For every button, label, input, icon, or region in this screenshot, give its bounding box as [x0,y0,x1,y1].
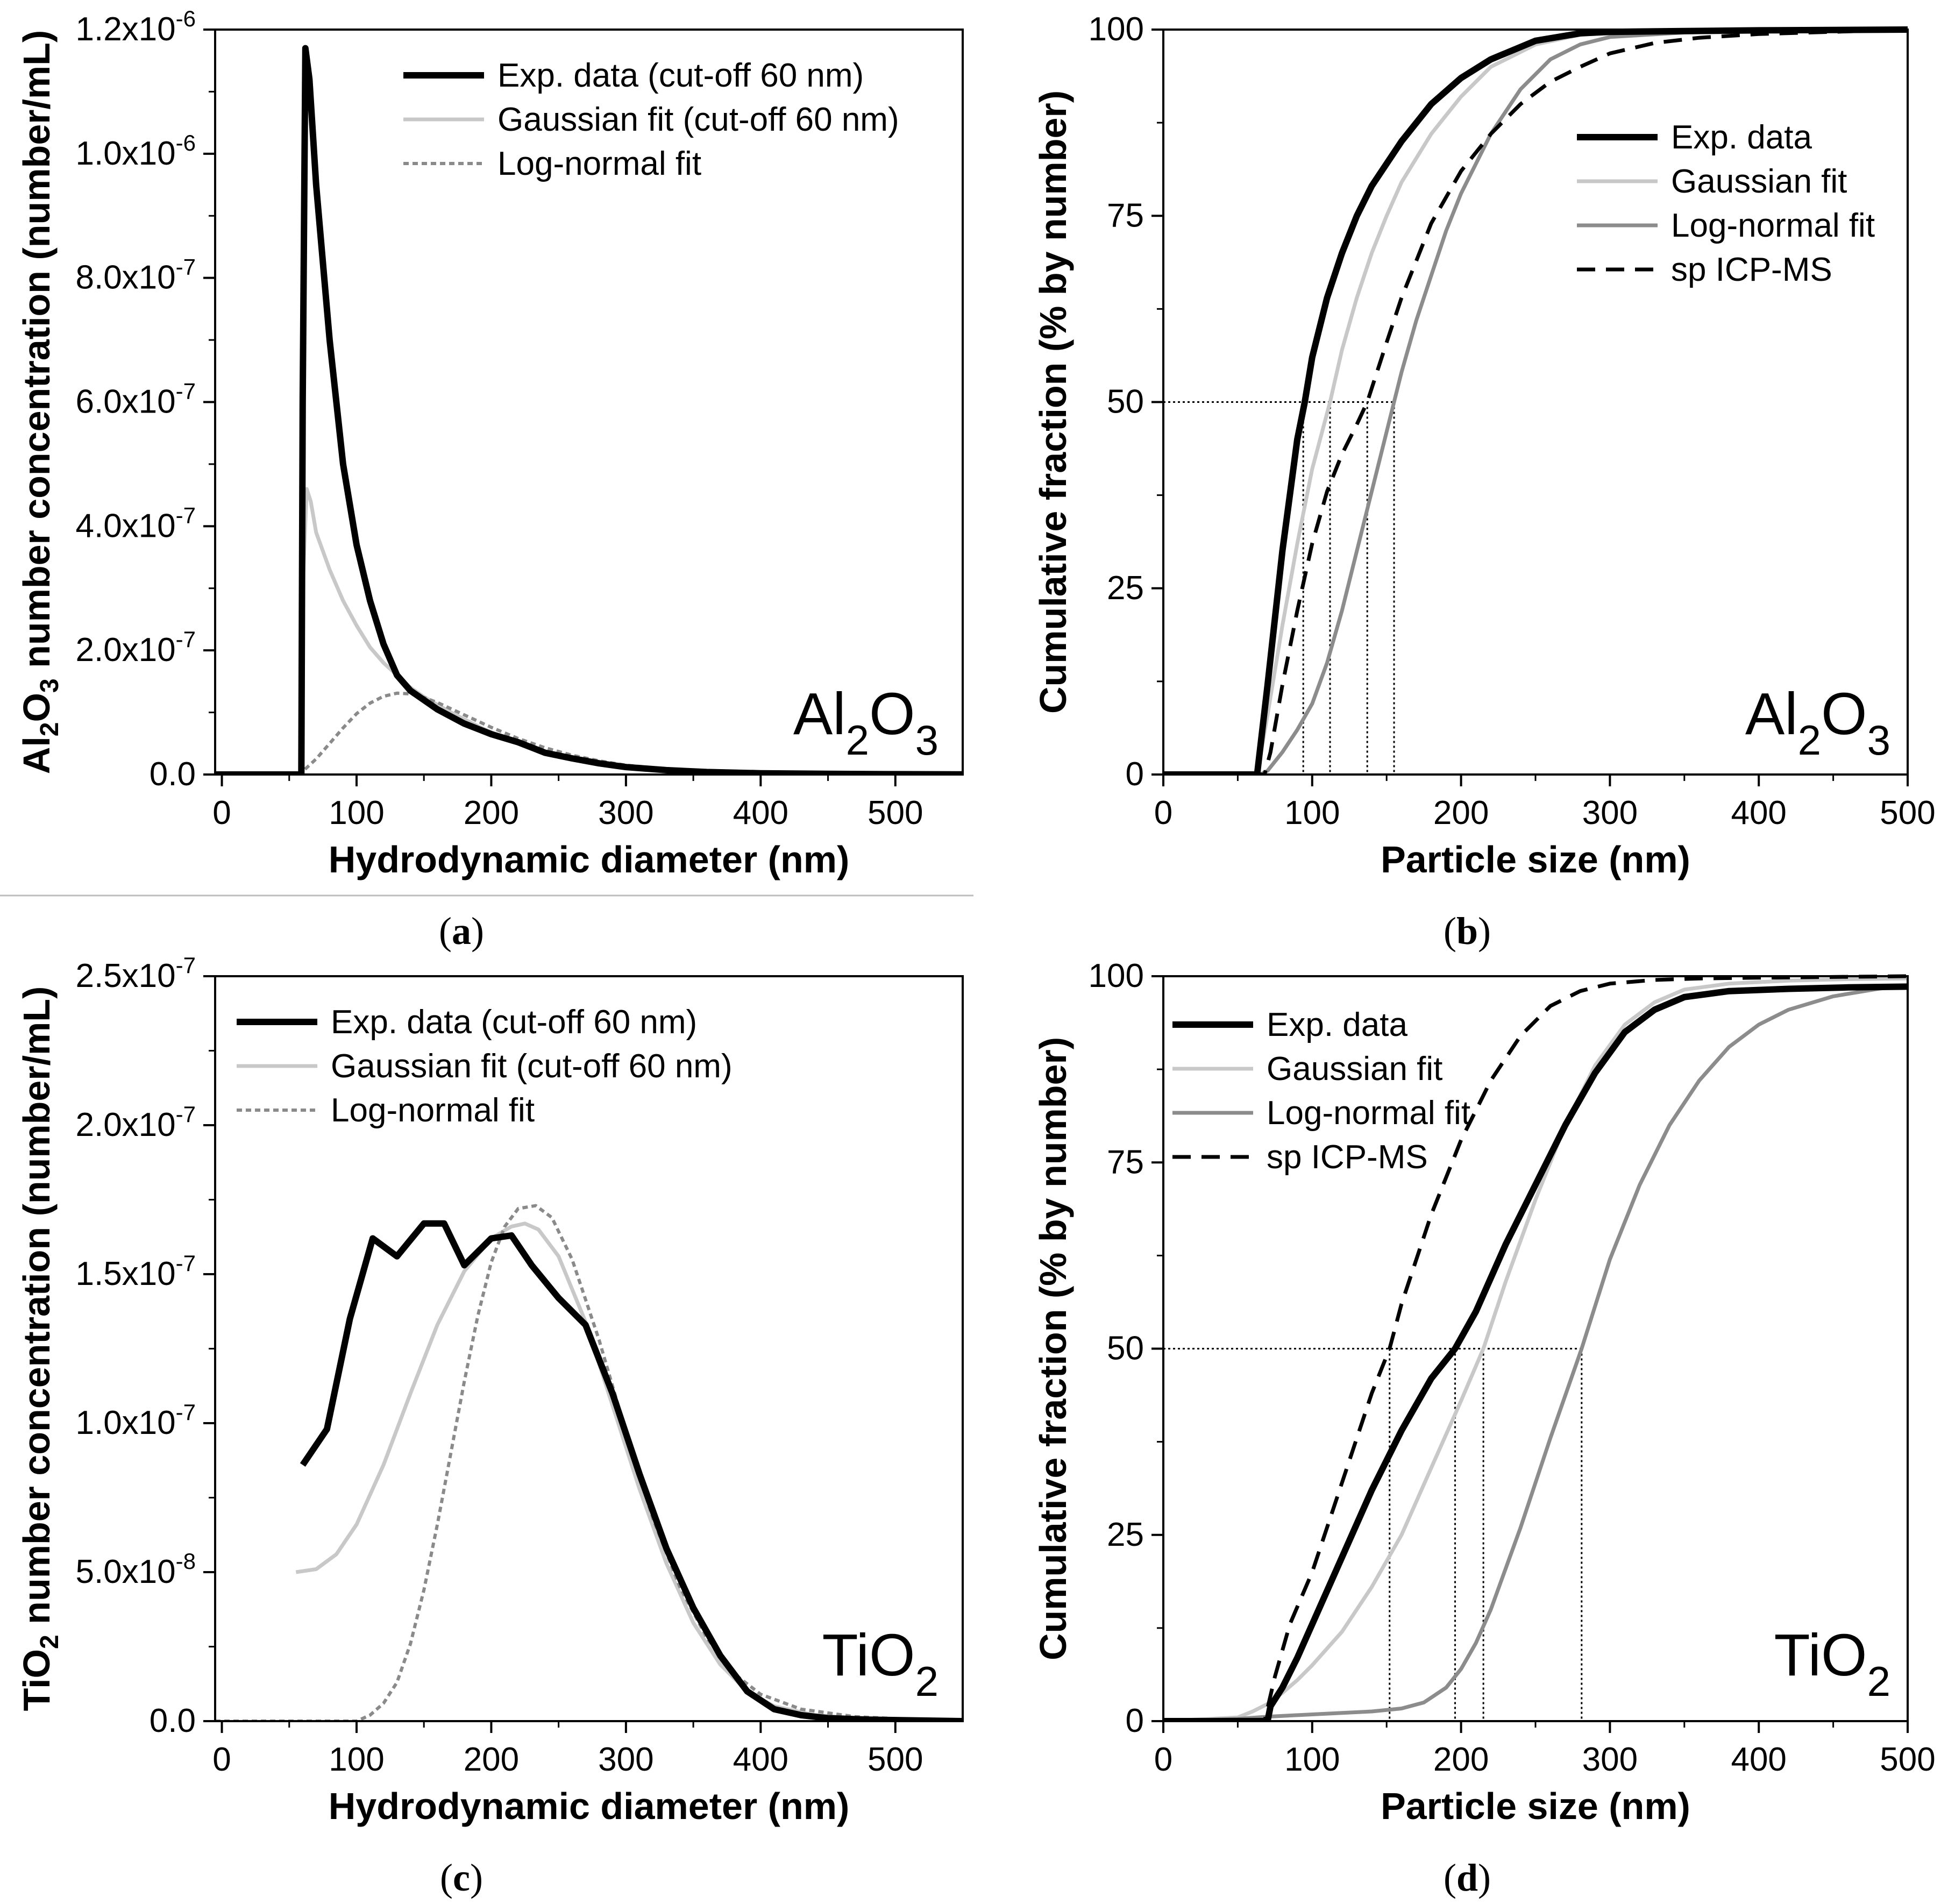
y-tick-label: 6.0x10-7 [75,379,196,421]
y-tick-label: 75 [1107,197,1144,234]
legend-label: Log-normal fit [331,1092,535,1129]
legend-label: Gaussian fit (cut-off 60 nm) [497,101,899,138]
compound-caption: Al2O3 [1745,681,1890,764]
x-tick-label: 100 [1284,794,1340,832]
y-tick-label: 1.0x10-7 [75,1399,196,1441]
x-tick-label: 200 [464,794,519,832]
series-line-exp [215,45,963,775]
x-tick-label: 500 [868,1741,923,1778]
x-tick-label: 300 [1582,794,1638,832]
x-tick-label: 200 [1433,1741,1489,1778]
legend-label: Log-normal fit [1267,1095,1470,1132]
y-axis-title: Cumulative fraction (% by number) [1032,90,1074,714]
x-tick-label: 100 [329,794,384,832]
series-line-lognormal_dash [215,691,963,775]
x-tick-label: 400 [1731,794,1786,832]
y-axis-title: Cumulative fraction (% by number) [1032,1037,1074,1660]
x-axis-title: Hydrodynamic diameter (nm) [329,839,850,880]
y-tick-label: 1.0x10-6 [75,130,196,172]
x-tick-label: 0 [1154,1741,1172,1778]
chart-panel-d: 0 100 200 300 400 500 0 25 50 75 100 Particle size … [1032,957,1936,1899]
x-tick-label: 300 [1582,1741,1638,1778]
x-tick-label: 300 [598,1741,653,1778]
legend-label: Exp. data (cut-off 60 nm) [497,57,864,94]
panel-label: (b) [1444,910,1491,953]
legend-label: Gaussian fit [1671,163,1847,200]
series-line-exp [1163,26,1908,775]
series-line-exp [1163,983,1908,1721]
plot-frame [214,975,964,1722]
y-tick-label: 5.0x10-8 [75,1548,196,1590]
series-line-lognormal [1163,983,1908,1721]
y-tick-label: 0.0 [150,1702,196,1739]
x-tick-label: 500 [1880,1741,1935,1778]
series-line-lognormal [1163,27,1908,775]
legend-label: Exp. data [1671,119,1812,156]
y-tick-label: 1.2x10-6 [75,6,196,48]
panel-label: (d) [1444,1856,1491,1899]
y-tick-label: 1.5x10-7 [75,1251,196,1292]
x-axis-title: Particle size (nm) [1381,1785,1690,1827]
chart-panel-a: 0 100 200 300 400 500 0.0 2.0x10-7 4.0x10-7 6.0x1… [16,6,964,953]
x-tick-label: 500 [868,794,923,832]
y-tick-label: 2.0x10-7 [75,627,196,669]
x-tick-label: 0 [212,794,231,832]
legend-label: Gaussian fit [1267,1050,1442,1088]
y-tick-label: 4.0x10-7 [75,502,196,544]
y-tick-label: 100 [1089,11,1144,48]
compound-caption: Al2O3 [793,681,939,764]
y-axis-title: Al2O3 number concentration (number/mL) [16,30,64,774]
legend-label: Exp. data (cut-off 60 nm) [331,1004,697,1041]
x-tick-label: 500 [1880,794,1935,832]
series-line-sp [1163,974,1908,1721]
legend-label: Log-normal fit [497,145,701,182]
legend-label: sp ICP-MS [1671,251,1832,288]
series-line-lognormal_dash [215,1204,963,1721]
y-tick-label: 0 [1126,756,1144,793]
x-tick-label: 400 [733,1741,788,1778]
x-tick-label: 300 [598,794,653,832]
y-tick-label: 2.5x10-7 [75,953,196,994]
chart-panel-b: 0 100 200 300 400 500 0 25 50 75 100 Particle size … [1032,11,1936,953]
x-tick-label: 100 [1284,1741,1340,1778]
plot-frame [214,29,964,776]
y-axis-title: TiO2 number concentration (number/mL) [16,986,64,1711]
x-axis-title: Hydrodynamic diameter (nm) [329,1785,850,1827]
x-tick-label: 200 [464,1741,519,1778]
x-axis-title: Particle size (nm) [1381,839,1690,880]
y-tick-label: 50 [1107,383,1144,421]
panel-label: (a) [439,910,484,953]
legend-label: sp ICP-MS [1267,1139,1428,1176]
legend-label: Gaussian fit (cut-off 60 nm) [331,1048,733,1085]
y-tick-label: 100 [1089,957,1144,994]
series-line-gaussian [1163,976,1908,1721]
compound-caption: TiO2 [1774,1622,1890,1705]
chart-panel-c: 0 100 200 300 400 500 0.0 5.0x10-8 1.0x10-7 1.5x1… [16,953,964,1899]
series-line-sp [1163,27,1908,775]
series-line-exp [300,1220,963,1721]
x-tick-label: 200 [1433,794,1489,832]
panel-label: (c) [440,1856,483,1899]
x-tick-label: 0 [1154,794,1172,832]
legend-label: Log-normal fit [1671,207,1875,244]
y-tick-label: 25 [1107,1516,1144,1553]
x-tick-label: 100 [329,1741,384,1778]
y-tick-label: 75 [1107,1143,1144,1181]
y-tick-label: 2.0x10-7 [75,1102,196,1143]
y-tick-label: 25 [1107,570,1144,607]
x-tick-label: 400 [1731,1741,1786,1778]
x-tick-label: 0 [212,1741,231,1778]
y-tick-label: 0.0 [150,756,196,793]
y-tick-label: 50 [1107,1330,1144,1367]
y-tick-label: 0 [1126,1702,1144,1739]
compound-caption: TiO2 [822,1622,939,1705]
x-tick-label: 400 [733,794,788,832]
y-tick-label: 8.0x10-7 [75,254,196,296]
legend-label: Exp. data [1267,1006,1407,1043]
